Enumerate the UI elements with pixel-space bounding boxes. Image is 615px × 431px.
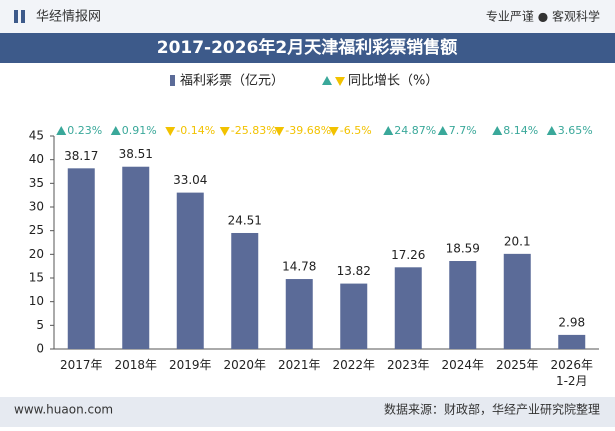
y-tick-label: 20 [29,247,44,261]
y-tick-label: 45 [29,129,44,143]
growth-marker [492,126,503,135]
logo [21,10,25,23]
bar [67,168,95,349]
growth-label: 24.87% [394,124,436,137]
growth-marker [437,126,448,135]
bar [503,253,531,349]
bar [449,261,477,349]
x-tick-label: 2026年 1-2月 [550,358,593,388]
growth-label: 0.23% [67,124,102,137]
bar [558,334,586,349]
data-label: 17.26 [391,248,425,262]
footer-site: www.huaon.com [14,403,113,417]
y-tick-label: 10 [29,294,44,308]
growth-label: 0.91% [122,124,157,137]
growth-marker [110,126,121,135]
brand: 华经情报网 [36,10,101,25]
growth-label: 7.7% [449,124,477,137]
y-tick-label: 40 [29,152,44,166]
y-tick-label: 5 [36,318,44,332]
bar [231,232,259,349]
x-tick-line: 2021年 [278,358,321,372]
growth-label: -39.68% [285,124,331,137]
y-tick-label: 25 [29,223,44,237]
data-label: 38.17 [64,149,98,163]
x-tick-label: 2022年 [332,358,375,372]
x-tick-line: 2022年 [332,358,375,372]
x-tick-line: 2025年 [496,358,539,372]
legend-label: 同比增长（%） [348,74,438,89]
growth-label: -0.14% [176,124,215,137]
y-tick-label: 30 [29,200,44,214]
growth-marker [56,126,67,135]
x-tick-line: 2017年 [60,358,103,372]
x-tick-line: 2018年 [114,358,157,372]
title-bar [0,33,615,63]
growth-marker [383,126,394,135]
growth-marker [546,126,557,135]
bar [176,192,204,349]
bar [122,166,150,349]
legend-swatch [335,77,345,86]
chart-title: 2017-2026年2月天津福利彩票销售额 [157,37,458,58]
growth-marker [165,127,176,136]
y-tick-label: 0 [36,342,44,356]
legend-swatch [170,75,175,86]
data-label: 14.78 [282,260,316,274]
header-bar [0,0,615,33]
x-tick-line: 2019年 [169,358,212,372]
x-tick-line: 2023年 [387,358,430,372]
legend-label: 福利彩票（亿元） [180,74,284,89]
data-label: 13.82 [337,264,371,278]
x-tick-label: 2021年 [278,358,321,372]
data-label: 20.1 [504,234,531,248]
bar [285,279,313,349]
growth-label: 8.14% [503,124,538,137]
growth-label: -6.5% [340,124,372,137]
growth-label: 3.65% [558,124,593,137]
growth-marker [328,127,339,136]
data-label: 2.98 [558,315,585,329]
x-tick-line: 2026年 [550,358,593,372]
x-tick-label: 2017年 [60,358,103,372]
x-tick-label: 2019年 [169,358,212,372]
x-tick-label: 2023年 [387,358,430,372]
footer-bar [0,397,615,427]
x-tick-label: 2018年 [114,358,157,372]
data-label: 24.51 [228,213,262,227]
data-label: 18.59 [446,242,480,256]
x-tick-line: 2020年 [223,358,266,372]
growth-marker [219,127,230,136]
x-tick-label: 2025年 [496,358,539,372]
x-tick-line: 1-2月 [556,374,588,388]
x-tick-label: 2020年 [223,358,266,372]
x-tick-line: 2024年 [441,358,484,372]
footer-source: 数据来源：财政部，华经产业研究院整理 [384,402,600,417]
bar [394,267,422,349]
growth-marker [274,127,285,136]
x-tick-label: 2024年 [441,358,484,372]
y-tick-label: 35 [29,176,44,190]
logo [14,10,18,23]
slogan: 专业严谨 ● 客观科学 [486,9,600,24]
legend-swatch [322,76,332,85]
y-tick-label: 15 [29,271,44,285]
bar [340,283,368,349]
growth-label: -25.83% [231,124,277,137]
data-label: 38.51 [119,147,153,161]
data-label: 33.04 [173,173,207,187]
